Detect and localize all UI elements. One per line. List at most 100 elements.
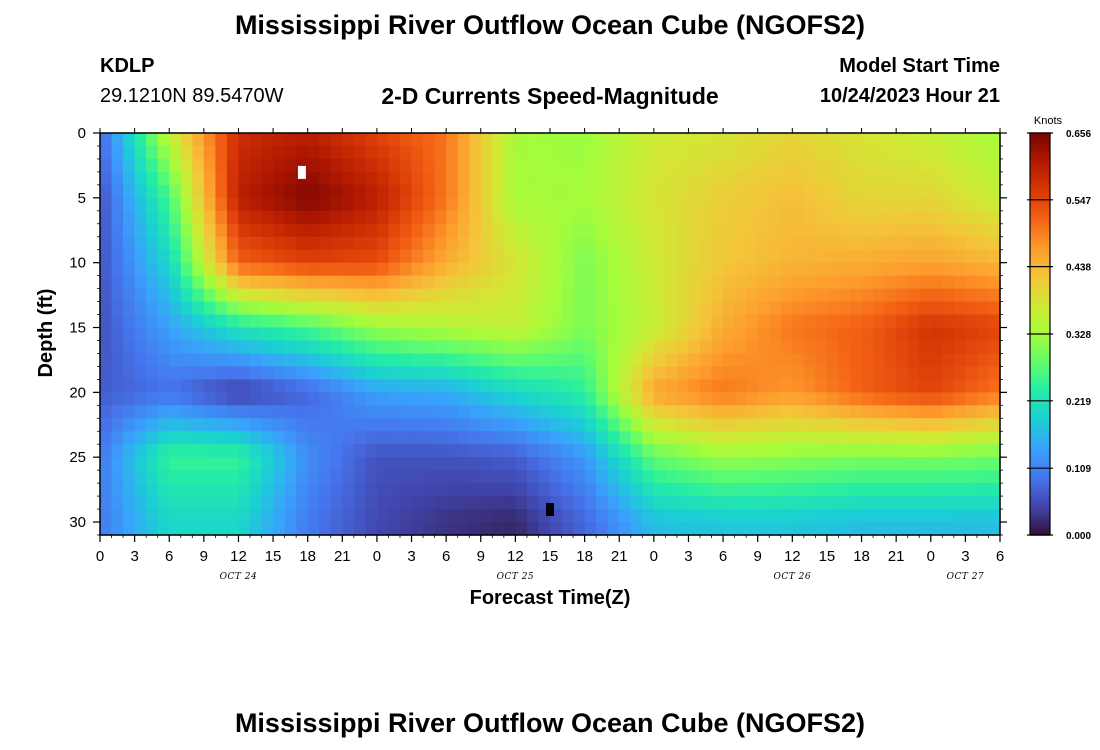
heatmap-cell [538, 340, 551, 355]
heatmap-cell [376, 275, 390, 290]
heatmap-cell [561, 249, 574, 264]
heatmap-cell [838, 275, 851, 290]
heatmap-cell [976, 158, 990, 173]
heatmap-cell [169, 288, 182, 303]
heatmap-cell [907, 236, 920, 251]
heatmap-cell [919, 249, 932, 264]
heatmap-cell [607, 496, 620, 510]
heatmap-cell [873, 184, 886, 199]
heatmap-cell [284, 405, 297, 419]
heatmap-cell [942, 496, 955, 510]
heatmap-cell [919, 496, 932, 510]
heatmap-cell [400, 340, 413, 355]
heatmap-cell [976, 171, 990, 186]
heatmap-cell [850, 145, 863, 160]
heatmap-cell [261, 405, 274, 419]
heatmap-cell [434, 379, 447, 393]
heatmap-cell [180, 509, 193, 523]
heatmap-cell [757, 470, 770, 484]
heatmap-cell [411, 145, 424, 160]
heatmap-cell [411, 314, 424, 329]
heatmap-cell [319, 444, 332, 458]
heatmap-cell [711, 366, 724, 380]
heatmap-cell [296, 133, 309, 147]
heatmap-cell [884, 496, 897, 510]
heatmap-cell [457, 522, 470, 536]
heatmap-cell [688, 133, 701, 147]
heatmap-cell [976, 470, 990, 484]
heatmap-cell [561, 223, 574, 238]
heatmap-cell [503, 496, 516, 510]
heatmap-cell [734, 210, 747, 225]
heatmap-cell [619, 366, 632, 380]
heatmap-cell [573, 288, 586, 303]
heatmap-cell [607, 158, 620, 173]
heatmap-cell [826, 431, 840, 445]
colorbar-segment [1030, 243, 1050, 248]
heatmap-cell [169, 405, 182, 419]
heatmap-cell [250, 262, 263, 277]
heatmap-cell [734, 457, 747, 471]
colorbar-segment [1030, 417, 1050, 422]
heatmap-cell [942, 210, 955, 225]
heatmap-cell [873, 301, 886, 316]
heatmap-cell [642, 483, 655, 497]
heatmap-cell [630, 236, 643, 251]
heatmap-cell [815, 431, 828, 445]
heatmap-cell [480, 509, 493, 523]
heatmap-cell [434, 171, 447, 186]
heatmap-cell [330, 171, 343, 186]
heatmap-cell [480, 171, 493, 186]
heatmap-cell [803, 522, 816, 536]
heatmap-cell [976, 418, 990, 432]
heatmap-cell [146, 158, 159, 173]
heatmap-cell [134, 418, 147, 432]
heatmap-cell [907, 379, 920, 393]
heatmap-cell [157, 249, 170, 264]
heatmap-cell [492, 340, 505, 355]
heatmap-cell [319, 509, 332, 523]
heatmap-cell [769, 470, 782, 484]
colorbar-segment [1030, 310, 1050, 315]
heatmap-cell [503, 288, 516, 303]
heatmap-cell [930, 418, 943, 432]
heatmap-cell [307, 405, 320, 419]
heatmap-cell [100, 431, 113, 445]
heatmap-cell [919, 457, 932, 471]
heatmap-cell [423, 353, 436, 368]
heatmap-cell [711, 133, 724, 147]
heatmap-cell [100, 444, 113, 458]
heatmap-cell [342, 366, 355, 380]
heatmap-cell [238, 496, 251, 510]
colorbar-segment [1030, 387, 1050, 392]
heatmap-cell [284, 262, 297, 277]
heatmap-cell [250, 249, 263, 264]
heatmap-cell [157, 223, 170, 238]
heatmap-cell [515, 275, 528, 290]
heatmap-cell [469, 353, 482, 368]
heatmap-cell [780, 418, 793, 432]
heatmap-cell [261, 288, 274, 303]
heatmap-cell [423, 405, 436, 419]
heatmap-cell [896, 340, 909, 355]
colorbar-segment [1030, 404, 1050, 409]
heatmap-cell [515, 301, 528, 316]
heatmap-cell [988, 171, 1001, 186]
heatmap-cell [284, 158, 297, 173]
heatmap-cell [376, 145, 390, 160]
heatmap-cell [896, 171, 909, 186]
heatmap-cell [319, 379, 332, 393]
heatmap-cell [100, 522, 113, 536]
heatmap-cell [342, 197, 355, 212]
heatmap-cell [930, 145, 943, 160]
heatmap-cell [942, 379, 955, 393]
heatmap-cell [561, 366, 574, 380]
heatmap-cell [515, 288, 528, 303]
heatmap-cell [965, 197, 978, 212]
colorbar-segment [1030, 256, 1050, 261]
heatmap-cell [965, 184, 978, 199]
heatmap-cell [803, 340, 816, 355]
heatmap-cell [780, 522, 793, 536]
heatmap-cell [884, 444, 897, 458]
heatmap-cell [815, 158, 828, 173]
